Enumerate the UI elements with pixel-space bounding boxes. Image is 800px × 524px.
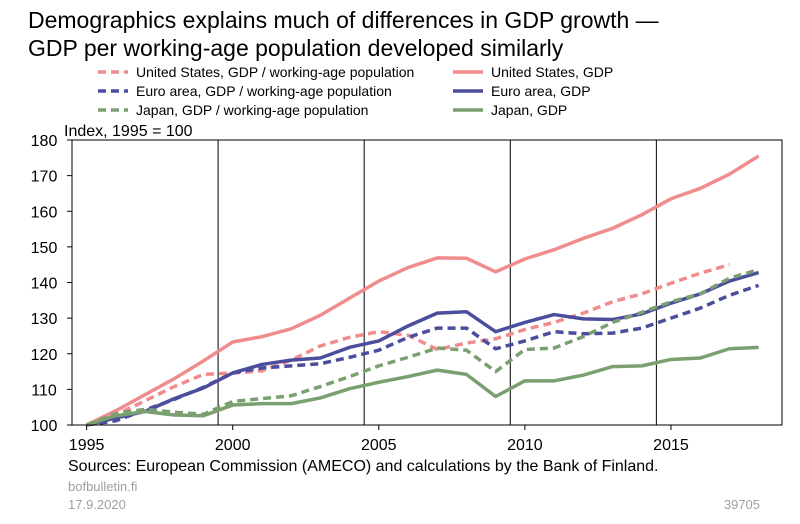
site-label: bofbulletin.fi [68,479,138,494]
y-tick-label: 100 [31,418,58,435]
title-line-2: GDP per working-age population developed… [28,35,564,61]
x-tick-label: 1995 [69,437,105,454]
y-tick-label: 160 [31,204,58,221]
y-tick-label: 120 [31,347,58,364]
y-tick-label: 150 [31,240,58,257]
legend-label-6: Japan, GDP [491,102,567,118]
y-tick-label: 130 [31,311,58,328]
chart-axes: 100 110 120 130 140 150 160 170 180 1995 2000 2005 2… [31,123,783,454]
y-tick-label: 170 [31,169,58,186]
legend-label-5: Japan, GDP / working-age population [136,102,368,118]
legend-label-4: Euro area, GDP [491,83,591,99]
y-axis-label: Index, 1995 = 100 [64,123,193,140]
publish-date: 17.9.2020 [68,497,126,512]
series-line-6 [86,345,759,427]
legend-label-3: Euro area, GDP / working-age population [136,83,392,99]
y-tick-label: 110 [31,382,57,399]
chart-grid [217,140,657,425]
series-line-2 [85,154,760,427]
line-chart: United States, GDP / working-age populat… [31,64,783,454]
series-line-1 [86,263,730,427]
series-line-5 [85,267,760,427]
chart-title: Demographics explains much of difference… [28,6,659,62]
chart-id: 39705 [723,497,760,512]
title-line-1: Demographics explains much of difference… [28,7,659,33]
x-tick-label: 2000 [215,437,251,454]
y-tick-label: 140 [31,276,58,293]
y-tick-label: 180 [31,133,58,150]
x-tick-label: 2010 [507,437,543,454]
legend: United States, GDP / working-age populat… [98,64,613,118]
legend-label-2: United States, GDP [491,64,613,80]
x-tick-label: 2015 [653,437,689,454]
legend-label-1: United States, GDP / working-age populat… [136,64,414,80]
plot-frame [71,139,783,426]
chart-series [85,154,760,427]
x-tick-label: 2005 [361,437,397,454]
sources-note: Sources: European Commission (AMECO) and… [68,458,659,475]
series-line-4 [86,270,760,427]
